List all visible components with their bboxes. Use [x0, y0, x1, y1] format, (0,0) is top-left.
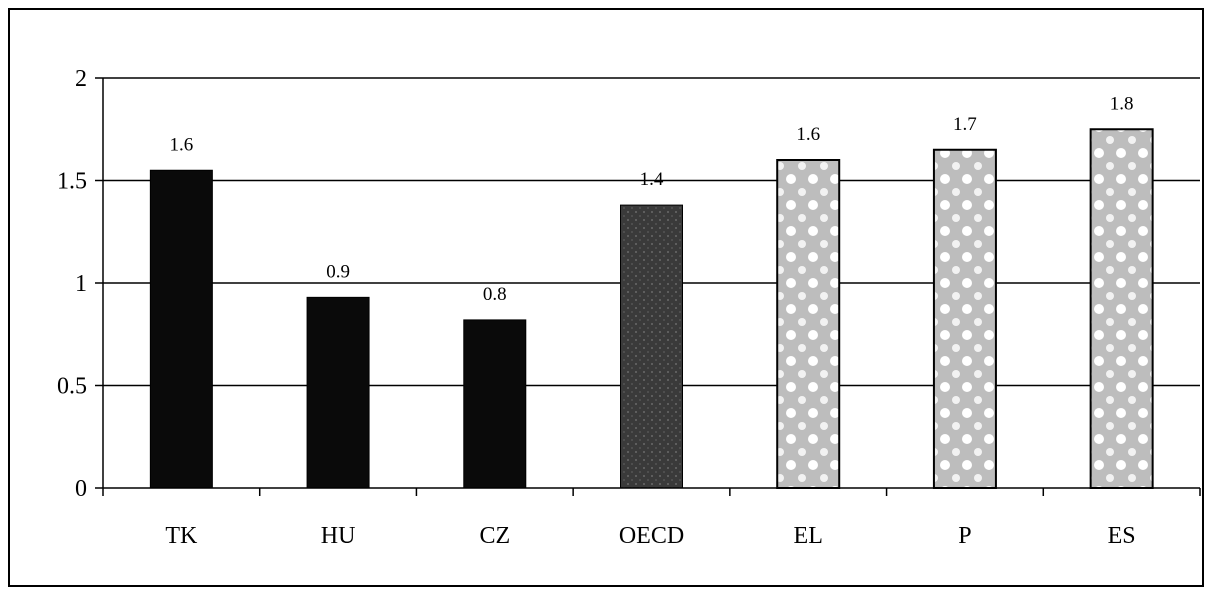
x-tick-label: HU	[321, 523, 356, 549]
x-tick-label: ES	[1108, 523, 1136, 549]
bar-es	[1089, 128, 1154, 489]
data-label: 1.6	[796, 124, 820, 145]
bar-hu	[306, 296, 370, 489]
bar-el	[776, 159, 841, 489]
data-label: 1.4	[640, 169, 664, 190]
x-tick-label: TK	[165, 523, 198, 549]
bar-p	[932, 148, 997, 489]
data-label: 0.9	[326, 261, 350, 282]
bar-cz	[463, 319, 527, 489]
y-tick-label: 1	[75, 271, 87, 297]
data-label: 1.6	[169, 134, 193, 155]
y-tick-label: 2	[75, 66, 87, 92]
labels: 0 0.5 1 1.5 2 1.6 TK 0.9 HU 0.8 CZ 1.4 OECD 1.6 EL 1.7 P…	[57, 66, 1136, 549]
data-label: 0.8	[483, 284, 507, 305]
y-tick-label: 1.5	[57, 169, 87, 195]
bar-chart: 0 0.5 1 1.5 2 1.6 TK 0.9 HU 0.8 CZ 1.4 OECD 1.6 EL 1.7 P…	[57, 66, 1201, 549]
x-tick-label: OECD	[619, 523, 684, 549]
y-tick-label: 0.5	[57, 374, 87, 400]
x-tick-label: P	[958, 523, 971, 549]
data-label: 1.8	[1110, 93, 1134, 114]
bar-oecd	[620, 204, 683, 489]
chart-frame: 0 0.5 1 1.5 2 1.6 TK 0.9 HU 0.8 CZ 1.4 OECD 1.6 EL 1.7 P…	[8, 8, 1204, 587]
x-tick-label: EL	[794, 523, 823, 549]
axes	[95, 77, 1201, 496]
y-tick-label: 0	[75, 476, 87, 502]
bars	[149, 128, 1154, 489]
x-tick-label: CZ	[479, 523, 510, 549]
data-label: 1.7	[953, 114, 977, 135]
bar-tk	[149, 169, 213, 489]
